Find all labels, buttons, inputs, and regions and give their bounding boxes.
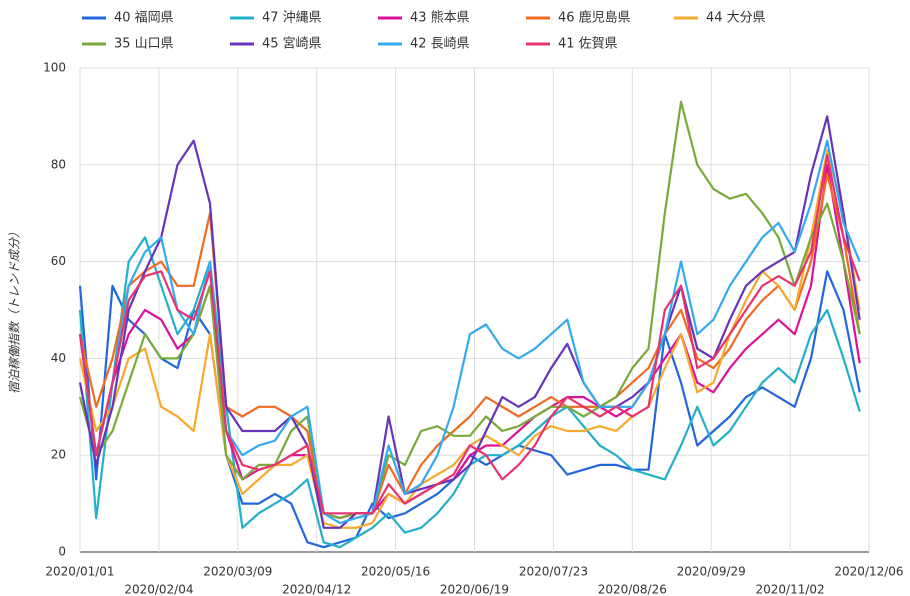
x-tick-label: 2020/06/19	[440, 583, 509, 596]
y-tick-label: 0	[58, 545, 66, 559]
x-tick-label: 2020/01/01	[45, 565, 114, 579]
y-tick-label: 100	[43, 61, 66, 75]
legend-label: 42 長崎県	[410, 37, 470, 52]
x-tick-label: 2020/05/16	[361, 565, 430, 579]
x-tick-label: 2020/07/23	[519, 565, 588, 579]
x-tick-label: 2020/02/04	[124, 583, 193, 596]
x-tick-label: 2020/03/09	[203, 565, 272, 579]
y-tick-label: 80	[51, 157, 66, 171]
series-line	[78, 139, 861, 525]
x-tick-label: 2020/08/26	[598, 583, 667, 596]
legend: 40 福岡県 47 沖縄県 43 熊本県 46 鹿児島県 44 大分県 35 山口県 45 …	[82, 10, 766, 52]
legend-label: 43 熊本県	[410, 10, 470, 26]
series-line	[78, 154, 861, 515]
x-tick-label: 2020/04/12	[282, 583, 351, 596]
legend-label: 45 宮崎県	[262, 36, 322, 52]
series-line	[78, 236, 861, 549]
legend-label: 35 山口県	[114, 37, 174, 52]
y-tick-label: 60	[51, 254, 66, 268]
legend-label: 46 鹿児島県	[558, 10, 631, 26]
legend-label: 44 大分県	[706, 11, 766, 26]
x-tick-label: 2020/11/02	[756, 583, 825, 596]
y-tick-label: 40	[51, 351, 66, 365]
y-axis-label: 宿泊稼働指数（トレンド成分）	[8, 226, 22, 394]
x-tick-label: 2020/12/06	[834, 565, 903, 579]
legend-label: 47 沖縄県	[262, 11, 322, 26]
legend-label: 41 佐賀県	[558, 37, 618, 52]
legend-label: 40 福岡県	[114, 11, 174, 26]
x-tick-label: 2020/09/29	[677, 565, 746, 579]
series-line	[78, 115, 861, 529]
series-line	[78, 100, 861, 520]
y-tick-label: 20	[51, 448, 66, 462]
